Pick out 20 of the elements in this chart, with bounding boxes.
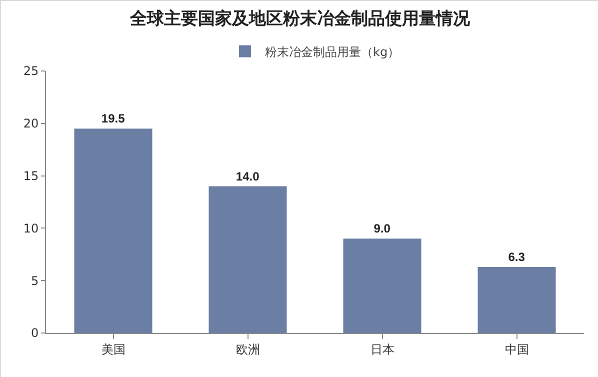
chart-title: 全球主要国家及地区粉末冶金制品使用量情况 [129,9,471,30]
x-tick-label: 美国 [101,342,126,356]
y-tick-label: 10 [23,221,39,236]
text: 9.0 [374,222,390,236]
x-tick-label: 日本 [370,342,394,356]
y-tick-label: 0 [30,326,39,340]
y-tick-label: 25 [23,64,39,78]
bar [343,238,422,333]
x-tick-label: 中国 [504,342,529,356]
y-tick-label: 5 [30,274,39,288]
bar [74,128,152,333]
text: 14.0 [236,169,260,184]
text: 6.3 [508,250,525,264]
x-tick-label: 欧洲 [236,342,260,356]
y-tick-label: 15 [23,169,39,183]
bar [208,186,287,333]
text: 19.5 [101,112,125,126]
y-tick-label: 20 [23,116,39,131]
bar [478,266,556,333]
legend-label: 粉末冶金制品用量（kg） [265,44,400,59]
